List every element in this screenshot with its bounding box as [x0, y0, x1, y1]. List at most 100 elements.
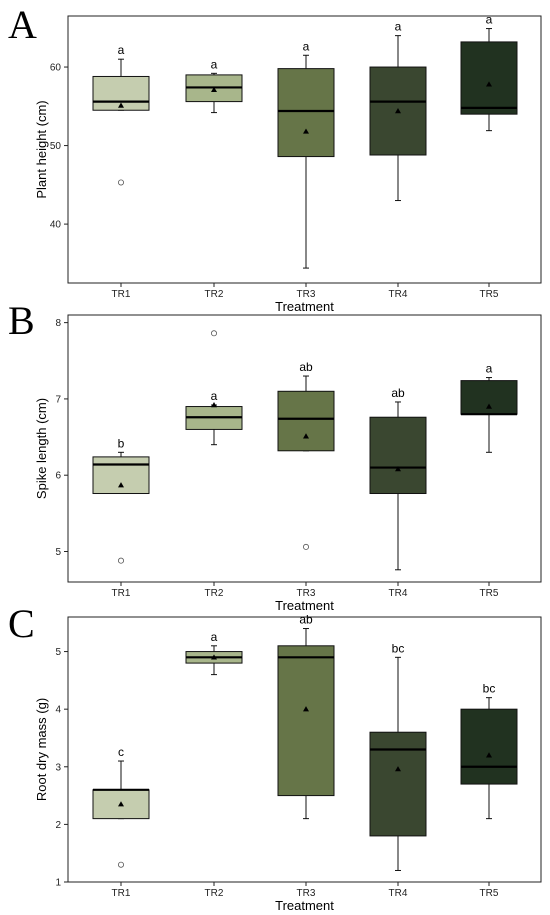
- box-rect: [277, 390, 335, 452]
- box-rect: [460, 380, 518, 415]
- box-tr4: a: [369, 20, 427, 202]
- x-tick-label: TR2: [205, 289, 224, 300]
- box-rect: [369, 416, 427, 495]
- outlier-point: [118, 179, 125, 186]
- box-tr5: bc: [460, 682, 518, 820]
- x-tick-label: TR3: [297, 888, 316, 899]
- mean-marker: [486, 403, 492, 409]
- box-rect: [92, 456, 150, 495]
- mean-marker: [211, 86, 217, 93]
- x-axis-title: Treatment: [275, 598, 334, 613]
- x-axis-title: Treatment: [275, 898, 334, 913]
- mean-marker: [211, 402, 217, 408]
- panel-label: A: [8, 2, 37, 47]
- y-tick-label: 8: [55, 318, 61, 329]
- box-rect: [277, 645, 335, 797]
- x-tick-label: TR3: [297, 289, 316, 300]
- mean-marker: [486, 81, 492, 87]
- box-tr1: a: [92, 43, 150, 186]
- box-tr1: b: [92, 436, 150, 564]
- x-tick-label: TR5: [480, 588, 499, 599]
- significance-letter: bc: [392, 641, 405, 655]
- mean-marker: [118, 102, 124, 108]
- mean-marker: [303, 433, 309, 439]
- plot-frame: [67, 314, 542, 583]
- significance-letter: a: [211, 57, 218, 71]
- panel-label: B: [8, 298, 35, 343]
- box-rect: [277, 68, 335, 158]
- x-tick-label: TR2: [205, 888, 224, 899]
- mean-marker: [486, 752, 492, 758]
- x-tick-label: TR5: [480, 888, 499, 899]
- box-tr2: a: [185, 330, 243, 446]
- significance-letter: a: [486, 13, 493, 27]
- x-tick-label: TR1: [112, 888, 131, 899]
- y-tick-label: 60: [50, 63, 62, 74]
- significance-letter: a: [303, 39, 310, 53]
- mean-marker: [303, 706, 309, 712]
- plot-frame: [67, 616, 542, 883]
- y-tick-label: 7: [55, 394, 61, 405]
- mean-marker: [395, 466, 401, 472]
- mean-marker: [395, 766, 401, 772]
- box-tr4: bc: [369, 641, 427, 871]
- chart-panel-b: B 5 6 7 8 TR1 TR2 TR3 TR4 TR5 Treatment Spike lengt…: [8, 298, 542, 613]
- significance-letter: ab: [299, 613, 313, 627]
- y-tick-label: 40: [50, 220, 62, 231]
- mean-marker: [211, 654, 217, 660]
- outlier-point: [210, 330, 217, 337]
- box-tr4: ab: [369, 386, 427, 571]
- x-tick-label: TR4: [389, 888, 408, 899]
- mean-marker: [303, 128, 309, 134]
- significance-letter: a: [118, 43, 125, 57]
- panel-label: C: [8, 601, 35, 646]
- box-tr3: a: [277, 39, 335, 269]
- y-tick-label: 3: [55, 762, 61, 773]
- x-tick-label: TR2: [205, 588, 224, 599]
- significance-letter: a: [211, 389, 218, 403]
- outlier-point: [118, 861, 125, 868]
- significance-letter: a: [486, 362, 493, 376]
- y-tick-label: 2: [55, 820, 61, 831]
- significance-letter: a: [395, 20, 402, 34]
- x-tick-label: TR4: [389, 588, 408, 599]
- box-tr3: ab: [277, 613, 335, 820]
- box-tr5: a: [460, 13, 518, 132]
- box-rect: [460, 41, 518, 115]
- box-rect: [460, 708, 518, 785]
- box-tr2: a: [185, 630, 243, 676]
- box-rect: [369, 731, 427, 837]
- y-tick-label: 5: [55, 647, 61, 658]
- y-tick-label: 5: [55, 547, 61, 558]
- plot-frame: [67, 15, 542, 284]
- x-tick-label: TR5: [480, 289, 499, 300]
- x-tick-label: TR4: [389, 289, 408, 300]
- y-tick-label: 4: [55, 705, 61, 716]
- y-axis-title: Spike length (cm): [34, 398, 49, 499]
- mean-marker: [118, 801, 124, 807]
- mean-marker: [118, 482, 124, 488]
- significance-letter: b: [118, 436, 125, 450]
- outlier-point: [302, 543, 309, 550]
- mean-marker: [395, 108, 401, 114]
- significance-letter: a: [211, 630, 218, 644]
- box-tr1: c: [92, 745, 150, 868]
- chart-panel-a: A 40 50 60 TR1 TR2 TR3 TR4 TR5 Treatment Plant hei…: [8, 2, 542, 314]
- chart-panel-c: C 1 2 3 4 5 TR1 TR2 TR3 TR4 TR5 Treatment Root dry m…: [8, 601, 542, 913]
- x-axis-title: Treatment: [275, 299, 334, 314]
- y-axis-title: Plant height (cm): [34, 100, 49, 198]
- y-tick-label: 50: [50, 141, 62, 152]
- box-tr3: ab: [277, 360, 335, 550]
- box-tr5: a: [460, 362, 518, 453]
- significance-letter: ab: [391, 386, 405, 400]
- y-tick-label: 6: [55, 471, 61, 482]
- y-axis-title: Root dry mass (g): [34, 698, 49, 801]
- x-tick-label: TR1: [112, 588, 131, 599]
- box-tr2: a: [185, 57, 243, 114]
- x-tick-label: TR3: [297, 588, 316, 599]
- y-tick-label: 1: [55, 878, 61, 889]
- x-tick-label: TR1: [112, 289, 131, 300]
- significance-letter: ab: [299, 360, 313, 374]
- significance-letter: c: [118, 745, 124, 759]
